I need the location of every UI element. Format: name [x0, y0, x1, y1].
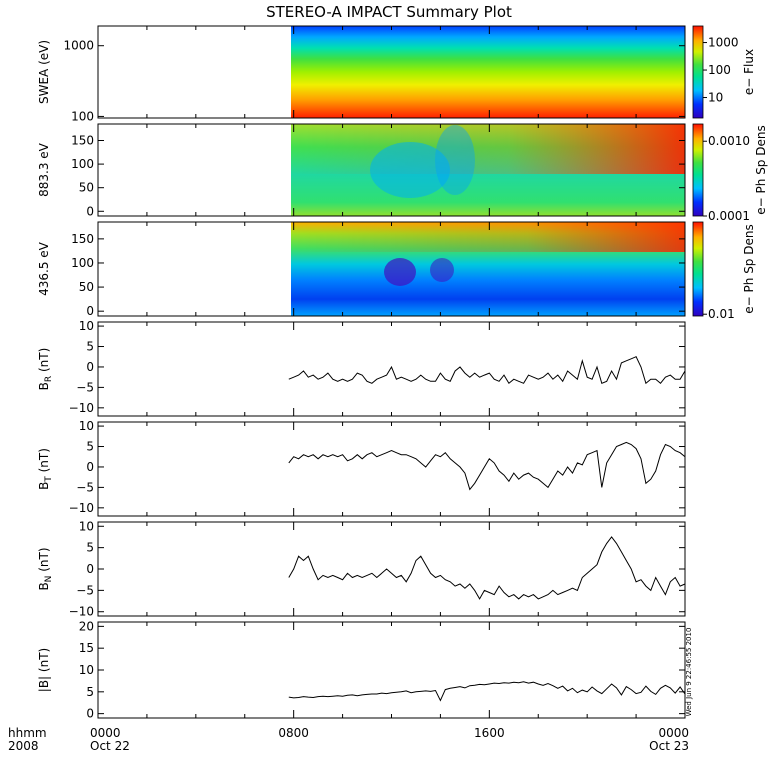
- bn-ylabel-sub: N: [44, 576, 54, 583]
- chart-title: STEREO-A IMPACT Summary Plot: [266, 3, 512, 21]
- panel-bmag: 0 5 10 15 20 |B| (nT) Wed Jun 9 22:46:55 201…: [37, 619, 693, 720]
- bmag-ylabel: |B| (nT): [37, 648, 51, 692]
- ytick-label: 5: [86, 541, 94, 555]
- colorbar-tick-label: 0.01: [708, 307, 735, 321]
- ytick-label: 50: [79, 280, 94, 294]
- 883ev-ylabel: 883.3 eV: [37, 142, 51, 197]
- bmag-plot-frame: [97, 621, 686, 719]
- 883ev-colorbar: [692, 123, 704, 217]
- series-line: [288, 441, 686, 491]
- series-line: [288, 356, 686, 385]
- ytick-label: −10: [69, 605, 94, 619]
- ytick-label: −5: [76, 583, 94, 597]
- 883ev-colorbar-label: e− Ph Sp Dens: [754, 125, 768, 214]
- 436ev-colorbar: [692, 221, 704, 317]
- swea-ylabel: SWEA (eV): [37, 40, 51, 104]
- colorbar-tick-label: 100: [708, 63, 731, 77]
- colorbar-tick-label: 1000: [708, 36, 739, 50]
- ytick-label: 100: [71, 157, 94, 171]
- ytick-label: 0: [86, 460, 94, 474]
- colorbar-tick-label: 0.0001: [708, 209, 750, 223]
- series-line: [288, 681, 686, 702]
- ytick-label: 5: [86, 440, 94, 454]
- panel-436ev: 0 50 100 150 436.5 eV 0.01 e− Ph Sp Dens: [37, 221, 756, 321]
- footer-year: 2008: [8, 739, 39, 753]
- ytick-label: 5: [86, 340, 94, 354]
- panel-br: −10 −5 0 5 10 BR (nT): [37, 319, 686, 417]
- ytick-label: 0: [86, 304, 94, 318]
- xtick-label: 0000: [90, 726, 121, 740]
- ytick-label: 10: [79, 663, 94, 677]
- ytick-label: 50: [79, 181, 94, 195]
- 436ev-spectrogram-hot: [291, 222, 685, 252]
- ytick-label: 10: [79, 519, 94, 533]
- ytick-label: 5: [86, 685, 94, 699]
- br-ylabel-sub: R: [44, 376, 54, 382]
- panel-swea: 100 1000 SWEA (eV) 10 100 1000 e− Flux: [37, 25, 756, 123]
- br-plot-frame: [97, 321, 686, 417]
- bt-ylabel-sub: T: [44, 476, 54, 483]
- ytick-label: −5: [76, 380, 94, 394]
- xtick-label: 0800: [278, 726, 309, 740]
- ytick-label: 20: [79, 619, 94, 633]
- 883ev-spectrogram-hot: [291, 124, 685, 174]
- bt-ylabel: BT (nT): [37, 448, 54, 490]
- ytick-label: 0: [86, 204, 94, 218]
- ytick-label: 15: [79, 641, 94, 655]
- xtick-date-label: Oct 23: [649, 739, 689, 753]
- swea-spectrogram-fill: [291, 26, 685, 118]
- 436ev-dark-blob-2: [430, 258, 454, 282]
- 436ev-dark-blob: [384, 258, 416, 286]
- xtick-label: 0000: [658, 726, 689, 740]
- ytick-label: 0: [86, 562, 94, 576]
- colorbar-tick-label: 10: [708, 91, 723, 105]
- bt-plot-frame: [97, 421, 686, 517]
- panel-883ev: 0 50 100 150 883.3 eV 0.0001 0.0010 e− Ph Sp…: [37, 123, 768, 223]
- ytick-label: 100: [71, 109, 94, 123]
- swea-colorbar-label: e− Flux: [742, 49, 756, 95]
- ytick-label: −10: [69, 401, 94, 415]
- panel-bn: −10 −5 0 5 10 BN (nT): [37, 519, 686, 619]
- bn-ylabel: BN (nT): [37, 547, 54, 590]
- ytick-label: 1000: [63, 39, 94, 53]
- ytick-label: 10: [79, 419, 94, 433]
- 883ev-blue-patch: [370, 142, 450, 198]
- ytick-label: 100: [71, 256, 94, 270]
- ytick-label: 0: [86, 707, 94, 721]
- ytick-label: 150: [71, 232, 94, 246]
- xtick-date-label: Oct 22: [90, 739, 130, 753]
- bn-plot-frame: [97, 521, 686, 617]
- ytick-label: 150: [71, 134, 94, 148]
- footer-hhmm: hhmm: [8, 726, 47, 740]
- series-line: [288, 536, 686, 600]
- xtick-label: 1600: [474, 726, 505, 740]
- 436ev-ylabel: 436.5 eV: [37, 241, 51, 296]
- br-ylabel: BR (nT): [37, 348, 54, 391]
- 883ev-blue-patch-2: [435, 125, 475, 195]
- timestamp-stamp: Wed Jun 9 22:46:55 2010: [685, 628, 693, 717]
- ytick-label: −5: [76, 480, 94, 494]
- colorbar-tick-label: 0.0010: [708, 134, 750, 148]
- ytick-label: 10: [79, 319, 94, 333]
- panel-bt: −10 −5 0 5 10 BT (nT): [37, 419, 686, 517]
- ytick-label: −10: [69, 501, 94, 515]
- swea-colorbar: [692, 25, 704, 119]
- ytick-label: 0: [86, 360, 94, 374]
- 436ev-colorbar-label: e− Ph Sp Dens: [742, 224, 756, 313]
